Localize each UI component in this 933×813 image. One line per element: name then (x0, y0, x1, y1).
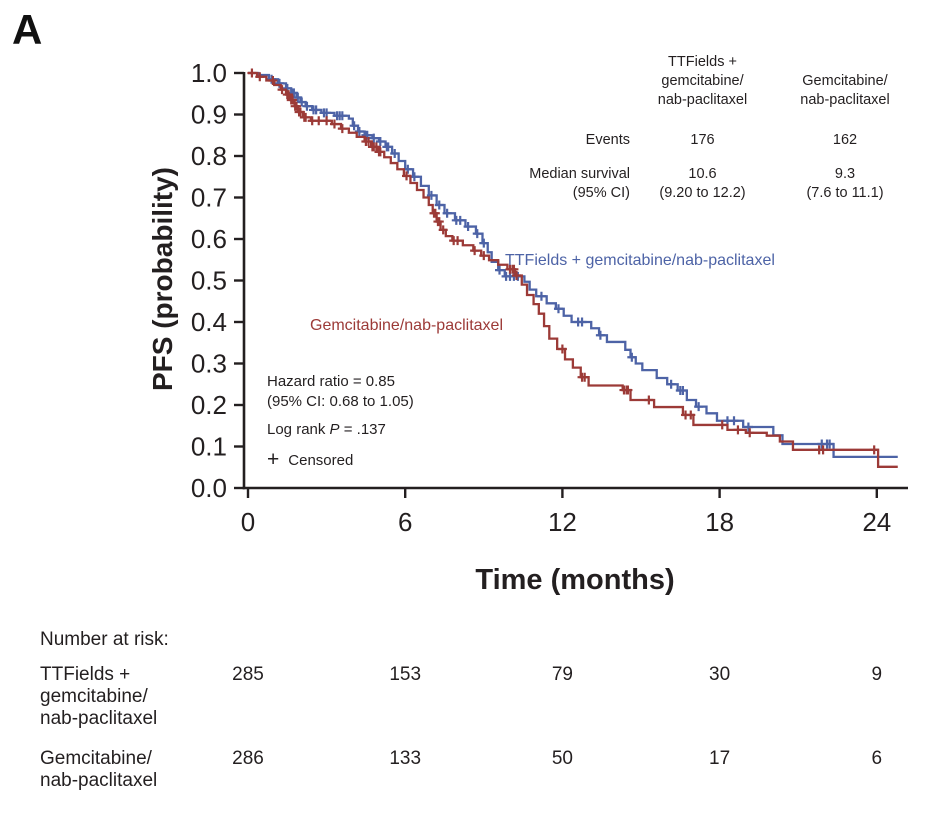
statistics-annotation: Hazard ratio = 0.85 (95% CI: 0.68 to 1.0… (267, 372, 414, 470)
risk-count: 30 (709, 664, 731, 685)
inset-col1-header: TTFields + gemcitabine/ nab-paclitaxel (657, 54, 748, 108)
hazard-ratio-text: Hazard ratio = 0.85 (267, 373, 395, 390)
y-tick-label: 0.1 (191, 432, 227, 462)
risk-count: 153 (389, 664, 422, 685)
km-chart: 0.0 0.1 0.2 0.3 0.4 0.5 0.6 0.7 0.8 0.9 1.0 0 6 12 18 2… (191, 58, 908, 537)
x-axis-title: Time (months) (475, 564, 675, 596)
inset-col2-header: Gemcitabine/ nab-paclitaxel (800, 73, 890, 108)
y-tick-label: 0.9 (191, 100, 227, 130)
x-tick-label: 18 (705, 507, 734, 537)
risk-count: 50 (551, 748, 573, 769)
y-tick-label: 1.0 (191, 58, 227, 88)
x-tick-label: 0 (241, 507, 255, 537)
panel-letter: A (12, 6, 43, 53)
censored-label: Censored (288, 451, 354, 469)
risk-count: 286 (232, 748, 264, 769)
logrank-text: Log rank P = .137 (267, 421, 386, 438)
y-tick-label: 0.0 (191, 473, 227, 503)
y-tick-label: 0.6 (191, 224, 227, 254)
y-tick-label: 0.8 (191, 141, 227, 171)
curve-label-ttfields: TTFields + gemcitabine/nab-paclitaxel (505, 252, 775, 269)
number-at-risk-title: Number at risk: (40, 629, 169, 650)
y-tick-label: 0.5 (191, 266, 227, 296)
y-tick-label: 0.3 (191, 349, 227, 379)
risk-row-label-ttfields: TTFields + gemcitabine/ nab-paclitaxel (40, 664, 158, 729)
risk-count: 285 (232, 664, 264, 685)
risk-count: 133 (389, 748, 422, 769)
median-label: Median survival (95% CI) (529, 166, 630, 201)
median-value-ttfields: 10.6 (9.20 to 12.2) (659, 166, 746, 201)
censored-legend: + Censored (267, 448, 414, 472)
inset-header-row: TTFields + gemcitabine/ nab-paclitaxel G… (505, 53, 915, 110)
risk-count: 17 (709, 748, 731, 769)
median-value-control: 9.3 (7.6 to 11.1) (806, 166, 884, 201)
events-value-ttfields: 176 (690, 132, 715, 148)
risk-row-label-control: Gemcitabine/ nab-paclitaxel (40, 748, 158, 791)
hazard-ratio-ci-text: (95% CI: 0.68 to 1.05) (267, 392, 414, 410)
risk-count: 79 (551, 664, 573, 685)
curve-label-control: Gemcitabine/nab-paclitaxel (310, 317, 503, 334)
x-tick-label: 24 (862, 507, 891, 537)
inset-events-row: Events 176 162 (505, 131, 915, 150)
inset-stats-table: TTFields + gemcitabine/ nab-paclitaxel G… (505, 53, 915, 203)
y-tick-label: 0.2 (191, 390, 227, 420)
censor-plus-icon: + (267, 448, 280, 472)
y-tick-label: 0.4 (191, 307, 227, 337)
events-label: Events (585, 132, 630, 148)
y-tick-label: 0.7 (191, 183, 227, 213)
censor-marks-control (247, 68, 879, 455)
censor-marks-ttfields (267, 74, 835, 449)
risk-count: 9 (871, 664, 883, 685)
inset-median-row: Median survival (95% CI) 10.6 (9.20 to 1… (505, 165, 915, 203)
x-tick-label: 12 (548, 507, 577, 537)
risk-count: 6 (871, 748, 883, 769)
x-tick-label: 6 (398, 507, 412, 537)
y-axis-title: PFS (probability) (147, 167, 178, 391)
events-value-control: 162 (832, 132, 858, 148)
